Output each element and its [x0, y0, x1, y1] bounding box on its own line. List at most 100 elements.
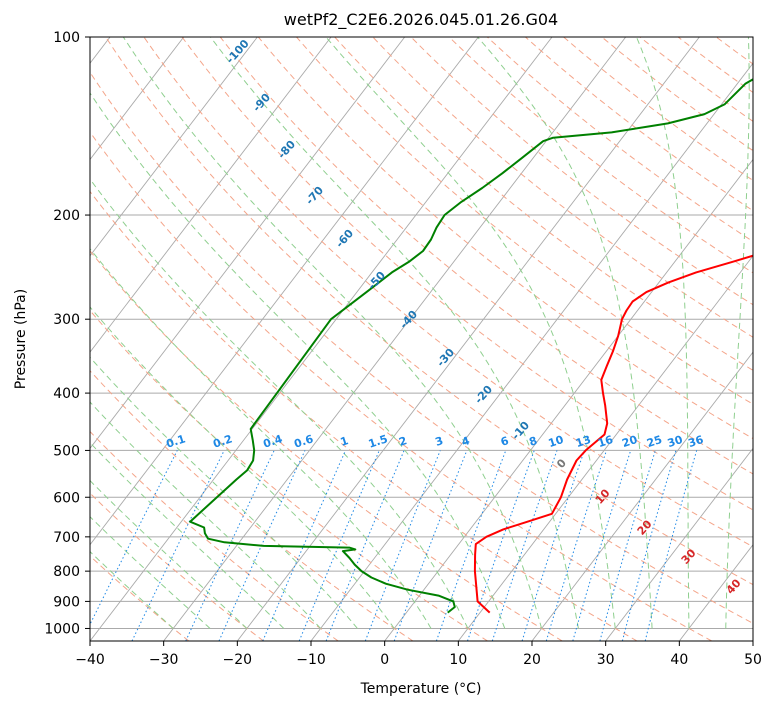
x-tick-label: 40 — [670, 652, 688, 668]
x-tick-label: 0 — [380, 652, 389, 668]
dry-adiabat-label: -100 — [224, 37, 252, 66]
dry-adiabat-label: -30 — [434, 346, 457, 370]
mixing-ratio-label: 30 — [666, 433, 685, 450]
dry-adiabat — [90, 430, 339, 641]
plot-area — [90, 37, 775, 641]
isotherm — [384, 158, 753, 641]
moist-adiabat — [90, 515, 211, 629]
dry-adiabat — [639, 37, 753, 122]
mixing-ratio-label: 0.1 — [165, 432, 188, 450]
moist-adiabat — [122, 37, 543, 629]
dry-adiabat-label: -80 — [275, 138, 298, 162]
mixing-ratio-label: 4 — [460, 434, 472, 449]
dry-adiabat — [486, 37, 753, 243]
mixing-ratio-label: 25 — [645, 433, 664, 450]
y-tick-label: 600 — [53, 490, 80, 506]
dry-adiabat-label: -60 — [333, 227, 356, 251]
isotherm — [457, 255, 753, 641]
mixing-ratio-label: 1 — [339, 434, 350, 449]
axes: −40 −30 −20 −10 0 10 20 30 40 5010020030040050060… — [44, 30, 762, 668]
moist-adiabat — [325, 37, 616, 629]
y-axis-label: Pressure (hPa) — [13, 289, 29, 389]
moist-adiabat — [90, 248, 432, 629]
dry-adiabat-label: -50 — [365, 269, 388, 293]
mixing-ratio-line — [491, 450, 558, 641]
dry-adiabat — [90, 71, 753, 624]
isotherm — [90, 37, 332, 353]
mixing-ratio-label: 16 — [596, 433, 615, 450]
mixing-ratio-label: 36 — [687, 433, 706, 450]
isotherm — [531, 351, 753, 641]
mixing-ratio-label: 1.5 — [367, 432, 390, 450]
isotherm — [90, 37, 479, 546]
mixing-ratio-line — [521, 450, 585, 641]
isotherm — [90, 37, 185, 161]
x-tick-label: 20 — [523, 652, 541, 668]
moist-adiabat-label: 0 — [554, 456, 569, 471]
x-tick-label: −30 — [149, 652, 179, 668]
dewpoint-profile — [189, 78, 753, 614]
isotherm — [90, 37, 406, 450]
dry-adiabat-label: -20 — [472, 383, 495, 407]
moist-adiabat — [90, 306, 395, 629]
isotherm — [678, 543, 753, 641]
dry-adiabat — [525, 37, 753, 212]
isotherm — [752, 640, 753, 641]
dry-adiabat-label: -90 — [250, 91, 273, 115]
moist-adiabat — [90, 441, 285, 629]
dry-adiabat — [105, 37, 753, 586]
mixing-ratio-label: 10 — [547, 433, 566, 450]
dry-adiabat — [448, 37, 753, 274]
x-tick-label: 30 — [597, 652, 615, 668]
y-tick-label: 1000 — [44, 621, 80, 637]
y-tick-label: 500 — [53, 443, 80, 459]
isotherm — [605, 447, 753, 641]
moist-adiabat — [90, 550, 174, 629]
mixing-ratio-label: 0.6 — [292, 432, 315, 450]
mixing-ratio-label: 0.2 — [211, 432, 234, 450]
x-tick-label: −20 — [223, 652, 253, 668]
x-tick-label: 50 — [744, 652, 762, 668]
moist-adiabat — [90, 479, 248, 629]
moist-adiabat-label: 30 — [679, 546, 699, 566]
moist-adiabat — [210, 37, 579, 629]
isotherm — [236, 37, 700, 641]
mixing-ratio-line — [298, 450, 380, 641]
mixing-ratio-label: 3 — [433, 434, 444, 449]
moist-adiabat — [90, 92, 506, 629]
dry-adiabat — [90, 131, 712, 641]
dry-adiabat — [219, 37, 753, 475]
moist-adiabat — [90, 356, 358, 629]
moist-adiabat — [90, 401, 321, 629]
dry-adiabat-label: -70 — [303, 184, 326, 208]
mixing-ratio-line — [599, 450, 656, 641]
mixing-ratio-label: 13 — [574, 433, 593, 450]
mixing-ratio-line — [467, 450, 535, 641]
mixing-ratio-line — [364, 450, 441, 641]
mixing-ratio-label: 0.4 — [262, 432, 285, 450]
dry-adiabat — [563, 37, 753, 182]
y-tick-label: 200 — [53, 208, 80, 224]
dry-adiabat — [334, 37, 753, 371]
y-tick-label: 100 — [53, 30, 80, 46]
temperature-profile — [473, 254, 753, 614]
mixing-ratio-line — [393, 450, 468, 641]
dry-adiabat — [754, 37, 775, 641]
y-tick-label: 700 — [53, 530, 80, 546]
dry-adiabat — [372, 37, 753, 338]
mixing-ratio-label: 20 — [620, 433, 639, 450]
mixing-ratio-line — [572, 450, 632, 641]
mixing-ratio-line — [325, 450, 405, 641]
moist-adiabat — [725, 37, 750, 629]
isotherm — [163, 37, 627, 641]
mixing-ratio-line — [185, 450, 275, 641]
dry-adiabat — [601, 37, 753, 152]
x-tick-label: −10 — [296, 652, 326, 668]
dry-adiabat — [90, 309, 488, 641]
mixing-ratio-line — [131, 450, 225, 641]
isotherm — [90, 37, 258, 257]
y-tick-label: 800 — [53, 564, 80, 580]
dry-adiabat — [257, 37, 753, 440]
x-tick-label: −40 — [75, 652, 105, 668]
